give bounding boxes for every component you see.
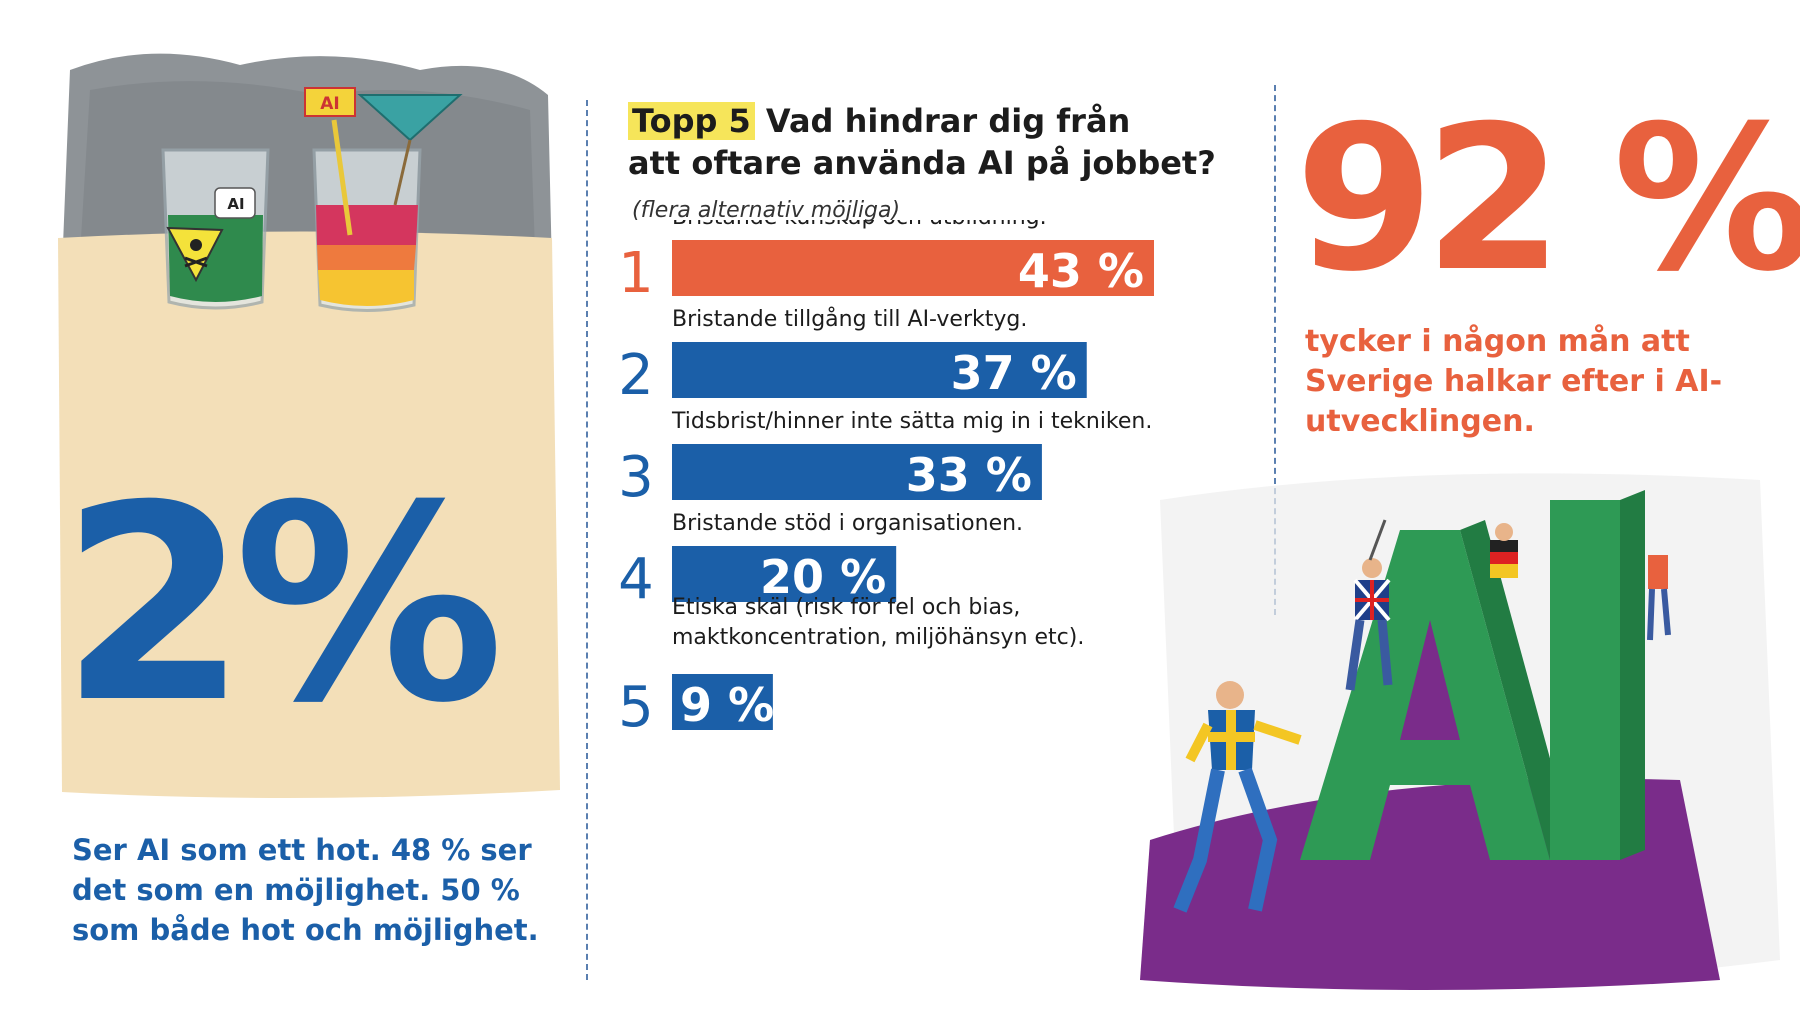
- rank-number: 5: [618, 675, 654, 740]
- title-line1: Vad hindrar dig från: [754, 102, 1131, 140]
- bar: [672, 240, 1154, 296]
- title-highlight: Topp 5: [628, 102, 755, 140]
- bar: [672, 342, 1087, 398]
- letter-i-shape: [1550, 490, 1645, 860]
- value-label: 20 %: [760, 550, 886, 604]
- divider-right: [1274, 85, 1276, 615]
- bar: [672, 546, 897, 602]
- rank-number: 1: [618, 241, 654, 306]
- category-label: Bristande stöd i organisationen.: [672, 511, 1023, 536]
- rank-number: 2: [618, 343, 654, 408]
- title-line2: att oftare använda AI på jobbet?: [628, 144, 1216, 182]
- rank-number: 4: [618, 547, 654, 612]
- rank-number: 3: [618, 445, 654, 510]
- bar-chart: Bristande kunskap och utbildning. 1 43 % Br…: [618, 220, 1154, 740]
- category-label: Etiska skäl (risk för fel och bias,: [672, 595, 1020, 620]
- bar: [672, 444, 1042, 500]
- category-label: maktkoncentration, miljöhänsyn etc).: [672, 625, 1084, 650]
- threat-caption-line: det som en möjlighet. 50 %: [72, 873, 520, 907]
- climber-right-icon: [1647, 555, 1671, 641]
- value-label: 43 %: [1018, 244, 1144, 298]
- category-label: Bristande tillgång till AI-verktyg.: [672, 306, 1027, 332]
- poison-glass-icon: [161, 148, 270, 310]
- climber-uk-icon: [1345, 519, 1393, 691]
- chart-title: Topp 5 Vad hindrar dig från att oftare a…: [628, 100, 1268, 184]
- table-background: [58, 231, 560, 799]
- cocktail-flag-label: AI: [320, 94, 339, 114]
- value-label: 37 %: [951, 346, 1077, 400]
- chart-subtitle: (flera alternativ möjliga): [632, 198, 901, 223]
- category-label: Bristande kunskap och utbildning.: [672, 220, 1047, 230]
- threat-caption-line: Ser AI som ett hot. 48 % ser: [72, 833, 532, 867]
- threat-stat: 2%: [60, 447, 504, 762]
- value-label: 33 %: [906, 448, 1032, 502]
- lagging-caption: tycker i någon mån att Sverige halkar ef…: [1305, 322, 1775, 442]
- threat-caption: Ser AI som ett hot. 48 % ser det som en …: [72, 830, 572, 950]
- divider-left: [586, 100, 588, 980]
- lagging-stat: 92 %: [1295, 83, 1800, 316]
- category-label: Tidsbrist/hinner inte sätta mig in i tek…: [671, 409, 1152, 434]
- lagging-caption-line: tycker i någon mån att: [1305, 324, 1690, 359]
- cocktail-glass-icon: [304, 87, 463, 312]
- threat-caption-line: som både hot och möjlighet.: [72, 913, 539, 947]
- poison-label: AI: [227, 195, 244, 213]
- lagging-caption-line: Sverige halkar efter i AI-: [1305, 364, 1723, 399]
- letter-a-shape: [1300, 520, 1575, 860]
- drinks-illustration: AI AI: [58, 53, 560, 799]
- lagging-caption-line: utvecklingen.: [1305, 404, 1535, 439]
- value-label: 9 %: [680, 678, 774, 732]
- bar: [672, 674, 773, 730]
- climbers-illustration: AI: [1140, 473, 1780, 990]
- climber-germany-icon: [1490, 523, 1518, 578]
- runner-sweden-icon: [1173, 681, 1302, 913]
